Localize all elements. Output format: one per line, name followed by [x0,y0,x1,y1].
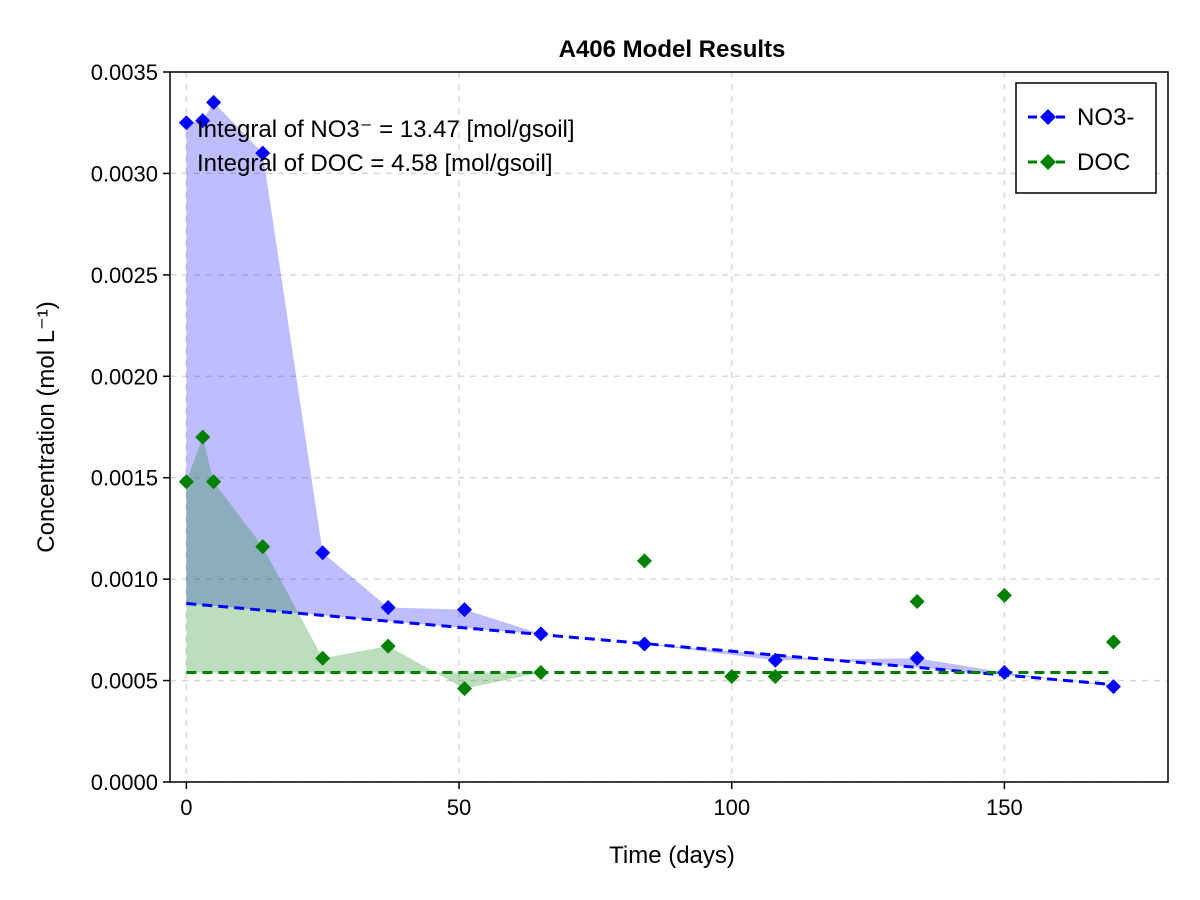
x-tick-label: 0 [180,795,192,820]
point-no3 [255,145,271,161]
point-doc [380,638,396,654]
point-doc [206,474,222,490]
point-no3 [533,626,549,642]
point-doc [1105,634,1121,650]
point-doc [195,429,211,445]
point-no3 [206,94,222,110]
point-no3 [456,602,472,618]
point-doc [767,669,783,685]
point-doc [724,669,740,685]
legend-no3-marker [1040,109,1056,125]
x-tick-label: 50 [447,795,471,820]
y-tick-label: 0.0020 [91,364,158,389]
y-axis-label: Concentration (mol L⁻¹) [33,301,60,552]
point-no3 [1105,679,1121,695]
point-no3 [178,115,194,131]
point-doc [315,650,331,666]
point-no3 [195,113,211,129]
area-doc [186,437,541,689]
y-tick-label: 0.0005 [91,669,158,694]
point-doc [533,664,549,680]
y-tick-label: 0.0010 [91,567,158,592]
legend-no3-label: NO3- [1077,104,1134,131]
plot-frame [169,71,1169,783]
y-tick-label: 0.0015 [91,466,158,491]
point-doc [255,539,271,555]
fill-layer [186,102,1114,689]
tick-layer: 0 50 100 150 0.0000 0.0005 0.0010 0.0015 0.0020 0… [91,60,1023,820]
annotation-doc-integral: Integral of DOC = 4.58 [mol/gsoil] [197,150,553,177]
point-doc [636,553,652,569]
point-no3 [909,650,925,666]
point-doc [178,474,194,490]
x-tick-label: 100 [713,795,750,820]
chart-title: A406 Model Results [559,36,786,63]
point-doc [909,593,925,609]
point-doc [456,681,472,697]
point-no3 [315,545,331,561]
point-no3 [380,600,396,616]
y-tick-label: 0.0035 [91,60,158,85]
x-tick-label: 150 [986,795,1023,820]
point-no3 [767,652,783,668]
marker-layer [178,94,1121,697]
y-tick-label: 0.0000 [91,770,158,795]
legend-doc-label: DOC [1077,149,1130,176]
y-tick-label: 0.0025 [91,263,158,288]
y-tick-label: 0.0030 [91,161,158,186]
legend-box [1015,82,1157,194]
legend: NO3- DOC [1015,82,1157,194]
point-no3 [636,636,652,652]
point-doc [996,587,1012,603]
x-axis-label: Time (days) [609,842,735,869]
point-no3 [996,664,1012,680]
annotation-no3-integral: Integral of NO3⁻ = 13.47 [mol/gsoil] [197,116,575,143]
legend-doc-marker [1040,154,1056,170]
